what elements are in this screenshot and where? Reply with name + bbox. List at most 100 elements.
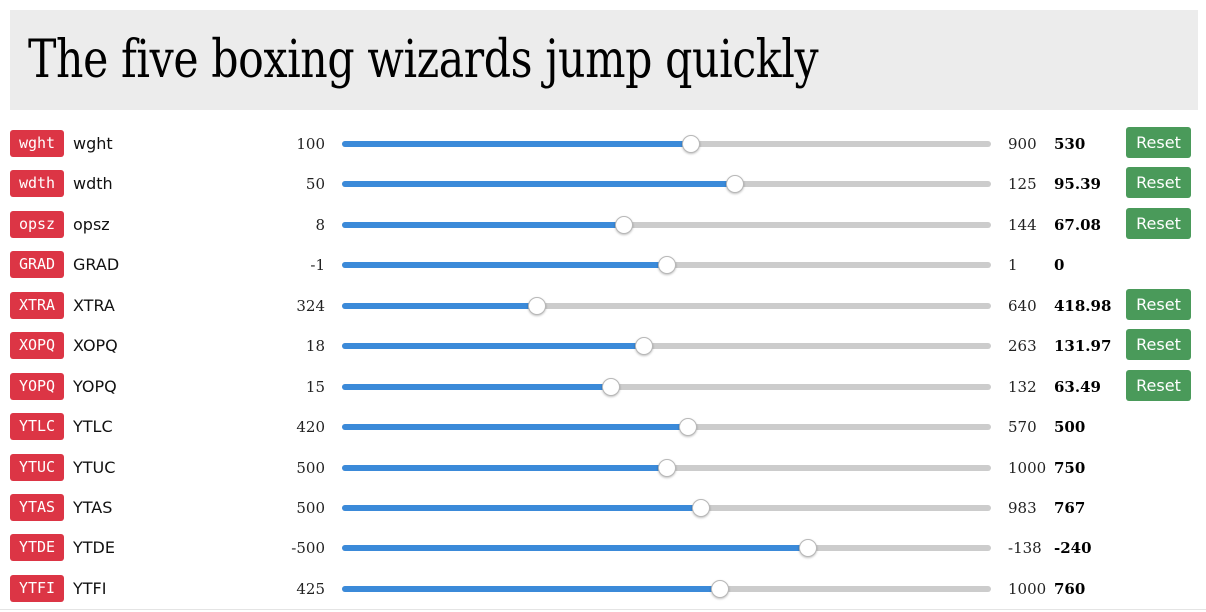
slider-thumb[interactable] xyxy=(658,458,676,477)
slider-thumb[interactable] xyxy=(615,215,633,234)
axis-max-value: 900 xyxy=(1008,135,1037,153)
axis-max-value: 144 xyxy=(1008,215,1037,234)
divider xyxy=(0,609,1206,610)
axes-list: wght wght 100 900 530 Reset wdth wdth 50 125 95.39… xyxy=(0,123,1206,608)
axis-slider[interactable] xyxy=(342,498,991,518)
slider-thumb[interactable] xyxy=(726,175,744,194)
axis-min-value: 324 xyxy=(296,296,325,315)
slider-fill xyxy=(342,343,644,350)
slider-track[interactable] xyxy=(342,221,991,228)
axis-slider[interactable] xyxy=(342,458,991,478)
axis-current-value: 767 xyxy=(1054,498,1086,517)
axis-tag-badge: XTRA xyxy=(10,291,64,319)
axis-row-xopq: XOPQ XOPQ 18 263 131.97 Reset xyxy=(0,325,1206,365)
axis-name-label: GRAD xyxy=(73,255,120,275)
slider-fill xyxy=(342,221,624,228)
axis-name-label: XTRA xyxy=(73,295,115,315)
axis-max-value: 570 xyxy=(1008,418,1037,437)
axis-tag-badge: YTUC xyxy=(10,453,64,481)
axis-slider[interactable] xyxy=(342,134,991,154)
axis-max-value: 640 xyxy=(1008,296,1037,315)
axis-tag-badge: YTFI xyxy=(10,574,64,602)
axis-min-value: 500 xyxy=(296,498,325,517)
axis-row-ytas: YTAS YTAS 500 983 767 xyxy=(0,487,1206,527)
axis-min-value: 500 xyxy=(296,458,325,477)
slider-thumb[interactable] xyxy=(602,377,620,396)
axis-min-value: -500 xyxy=(291,539,325,558)
axis-tag-badge: XOPQ xyxy=(10,332,64,360)
axis-row-xtra: XTRA XTRA 324 640 418.98 Reset xyxy=(0,285,1206,325)
reset-button[interactable]: Reset xyxy=(1126,127,1191,158)
slider-fill xyxy=(342,464,667,471)
slider-thumb[interactable] xyxy=(658,256,676,275)
axis-tag-badge: wdth xyxy=(10,170,64,198)
axis-max-value: 1000 xyxy=(1008,579,1047,598)
reset-button[interactable]: Reset xyxy=(1126,207,1191,239)
slider-fill xyxy=(342,141,691,147)
axis-current-value: 95.39 xyxy=(1054,175,1101,194)
slider-thumb[interactable] xyxy=(692,498,710,517)
text-preview-panel: The five boxing wizards jump quickly xyxy=(10,10,1198,110)
slider-track[interactable] xyxy=(342,302,991,309)
axis-current-value: 760 xyxy=(1054,579,1086,598)
axis-row-wdth: wdth wdth 50 125 95.39 Reset xyxy=(0,163,1206,203)
axis-slider[interactable] xyxy=(342,579,991,599)
slider-thumb[interactable] xyxy=(635,337,653,356)
axis-slider[interactable] xyxy=(342,215,991,235)
axis-row-grad: GRAD GRAD -1 1 0 xyxy=(0,244,1206,284)
axis-row-wght: wght wght 100 900 530 Reset xyxy=(0,123,1206,163)
reset-button[interactable]: Reset xyxy=(1126,369,1191,401)
axis-current-value: 750 xyxy=(1054,458,1086,477)
slider-thumb[interactable] xyxy=(711,579,729,598)
axis-max-value: 983 xyxy=(1008,498,1037,517)
axis-row-ytlc: YTLC YTLC 420 570 500 xyxy=(0,406,1206,446)
axis-max-value: 125 xyxy=(1008,175,1037,194)
slider-thumb[interactable] xyxy=(528,296,546,315)
axis-current-value: 530 xyxy=(1054,135,1086,153)
reset-button[interactable]: Reset xyxy=(1126,329,1191,361)
axis-name-label: wght xyxy=(73,134,113,153)
axis-row-ytuc: YTUC YTUC 500 1000 750 xyxy=(0,447,1206,487)
axis-name-label: opsz xyxy=(73,214,110,234)
slider-fill xyxy=(342,262,667,269)
slider-thumb[interactable] xyxy=(682,135,700,153)
axis-name-label: YTAS xyxy=(73,497,113,517)
slider-track[interactable] xyxy=(342,383,991,390)
axis-name-label: YTDE xyxy=(73,538,115,558)
axis-tag-badge: wght xyxy=(10,130,64,157)
axis-name-label: YTUC xyxy=(73,457,116,477)
axis-current-value: 67.08 xyxy=(1054,215,1101,234)
axis-name-label: YTFI xyxy=(73,578,107,598)
axis-slider[interactable] xyxy=(342,174,991,194)
slider-fill xyxy=(342,181,735,188)
axis-min-value: 18 xyxy=(305,337,325,356)
axis-slider[interactable] xyxy=(342,377,991,397)
axis-row-opsz: opsz opsz 8 144 67.08 Reset xyxy=(0,204,1206,244)
slider-fill xyxy=(342,585,720,592)
axis-min-value: 8 xyxy=(315,215,325,234)
axis-slider[interactable] xyxy=(342,336,991,356)
axis-tag-badge: YTLC xyxy=(10,413,64,441)
axis-tag-badge: YTAS xyxy=(10,493,64,521)
axis-tag-badge: GRAD xyxy=(10,251,64,279)
axis-name-label: YOPQ xyxy=(73,376,117,396)
axis-name-label: XOPQ xyxy=(73,336,118,356)
axis-tag-badge: opsz xyxy=(10,210,64,238)
preview-text[interactable]: The five boxing wizards jump quickly xyxy=(28,30,819,90)
reset-button[interactable]: Reset xyxy=(1126,288,1191,320)
axis-current-value: 0 xyxy=(1054,256,1065,275)
axis-slider[interactable] xyxy=(342,417,991,437)
axis-current-value: 418.98 xyxy=(1054,296,1112,315)
axis-slider[interactable] xyxy=(342,296,991,316)
axis-slider[interactable] xyxy=(342,538,991,558)
axis-row-yopq: YOPQ YOPQ 15 132 63.49 Reset xyxy=(0,366,1206,406)
axis-slider[interactable] xyxy=(342,255,991,275)
axis-min-value: 425 xyxy=(296,579,325,598)
slider-track[interactable] xyxy=(342,343,991,350)
slider-fill xyxy=(342,383,611,390)
axis-tag-badge: YTDE xyxy=(10,534,64,562)
axis-min-value: -1 xyxy=(310,256,325,275)
slider-thumb[interactable] xyxy=(799,539,817,558)
slider-thumb[interactable] xyxy=(679,418,697,437)
reset-button[interactable]: Reset xyxy=(1126,167,1191,199)
